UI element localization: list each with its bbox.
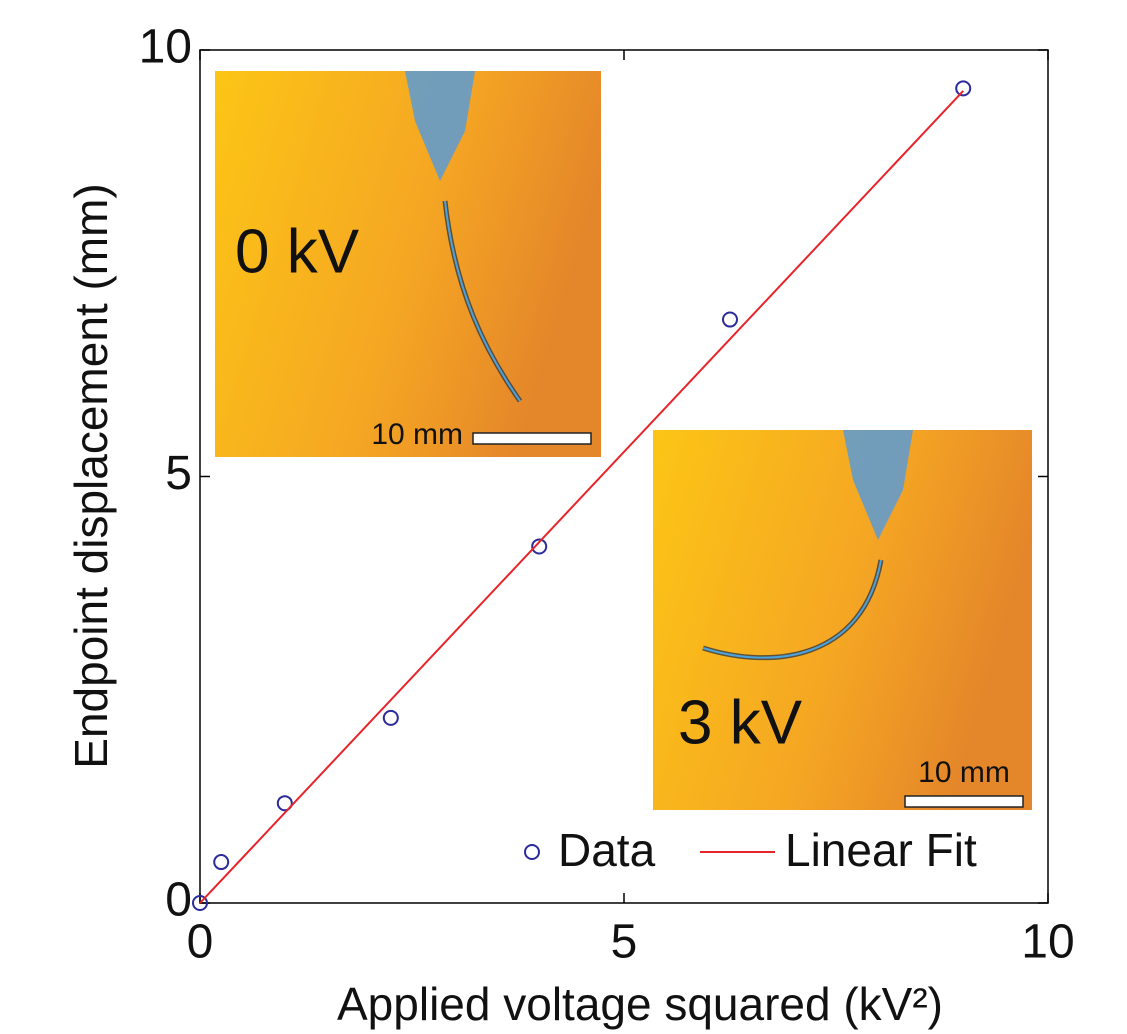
legend-label: Linear Fit: [785, 824, 977, 876]
data-point: [723, 313, 737, 327]
x-axis-label: Applied voltage squared (kV²): [337, 978, 943, 1030]
legend-marker: [525, 845, 539, 859]
legend-label: Data: [558, 824, 656, 876]
y-axis-label: Endpoint displacement (mm): [65, 183, 117, 768]
chart: 0 kV 10 mm 3 kV 10 mm Applied voltage squar…: [0, 0, 1127, 1034]
inset-photo: 0 kV 10 mm: [215, 71, 601, 457]
x-tick-label: 10: [1021, 916, 1074, 969]
data-point: [214, 855, 228, 869]
y-tick-label: 0: [165, 874, 192, 927]
inset-label: 0 kV: [235, 217, 360, 286]
scale-bar-label: 10 mm: [371, 418, 463, 451]
data-point: [956, 81, 970, 95]
inset-photo: 3 kV 10 mm: [653, 430, 1032, 810]
page: {"chart_data": {"type": "scatter", "xlab…: [0, 0, 1127, 1034]
y-tick-label: 10: [139, 21, 192, 74]
inset-label: 3 kV: [678, 688, 803, 757]
scale-bar: [905, 796, 1023, 807]
x-tick-label: 5: [611, 916, 638, 969]
data-point: [384, 711, 398, 725]
scale-bar-label: 10 mm: [918, 756, 1010, 789]
scale-bar: [473, 433, 591, 444]
y-tick-label: 5: [165, 447, 192, 500]
